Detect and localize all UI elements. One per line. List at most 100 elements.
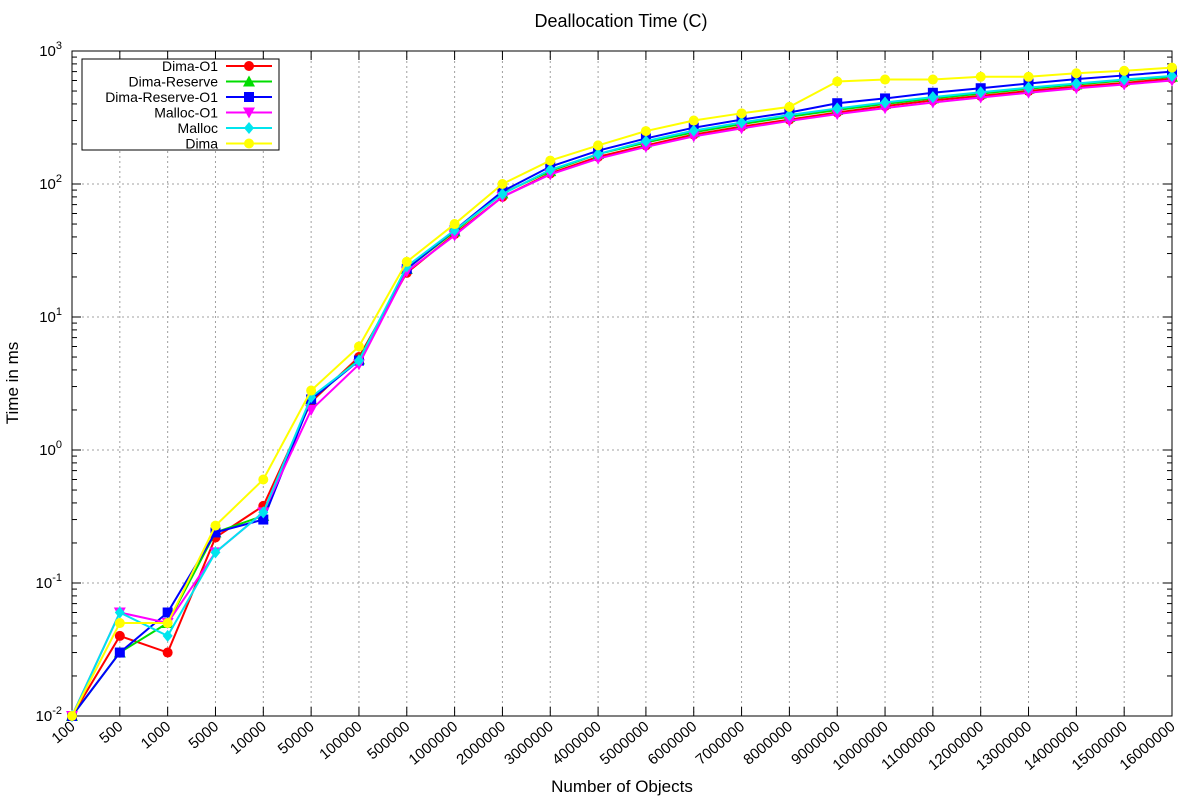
plot-frame xyxy=(71,50,1173,717)
chart-title: Deallocation Time (C) xyxy=(534,11,707,31)
legend-marker-dima-reserve xyxy=(243,75,255,87)
data-point-dima xyxy=(545,155,556,166)
data-point-dima xyxy=(1071,68,1082,79)
data-point-dima xyxy=(114,618,125,629)
series-dima-reserve xyxy=(66,70,1178,721)
data-point-malloc xyxy=(545,163,556,176)
data-point-malloc xyxy=(1071,77,1082,90)
series-line-dima-reserve xyxy=(71,75,1173,717)
data-point-malloc-o1 xyxy=(831,109,844,121)
legend-label-dima-reserve-o1: Dima-Reserve-O1 xyxy=(105,89,218,105)
y-tick-label: 101 xyxy=(39,306,62,326)
data-point-dima xyxy=(1119,65,1130,76)
data-point-malloc-o1 xyxy=(687,131,700,143)
data-point-malloc xyxy=(688,124,699,137)
data-point-dima xyxy=(162,618,173,629)
legend-label-malloc-o1: Malloc-O1 xyxy=(154,105,218,121)
data-point-dima xyxy=(688,115,699,126)
data-point-malloc-o1 xyxy=(879,103,892,115)
data-point-malloc xyxy=(210,546,221,559)
data-point-malloc-o1 xyxy=(305,404,318,416)
x-tick-label: 5000000 xyxy=(597,718,653,769)
y-tick-label: 103 xyxy=(39,40,62,60)
x-tick-label: 100000 xyxy=(316,718,365,763)
y-tick-exponent: 0 xyxy=(56,439,62,451)
series-group xyxy=(66,62,1178,722)
x-tick-label: 2000000 xyxy=(453,718,509,769)
series-line-malloc-o1 xyxy=(71,79,1173,717)
data-point-dima xyxy=(210,520,221,531)
legend-label-malloc: Malloc xyxy=(178,120,218,136)
x-tick-label: 1000000 xyxy=(406,718,462,769)
series-dima xyxy=(67,62,1177,721)
data-point-dima-o1 xyxy=(162,647,173,658)
y-tick-exponent: 2 xyxy=(56,173,62,185)
y-tick-label: 10-1 xyxy=(36,572,62,592)
y-tick-exponent: 3 xyxy=(56,40,62,52)
data-point-dima xyxy=(832,76,843,87)
data-point-malloc-o1 xyxy=(639,141,652,153)
x-tick-label: 10000 xyxy=(227,718,270,758)
x-tick-label: 50000 xyxy=(275,718,318,758)
data-point-dima xyxy=(353,341,364,352)
data-point-malloc-o1 xyxy=(735,123,748,135)
legend-marker-malloc-o1 xyxy=(243,107,255,119)
data-point-malloc xyxy=(927,91,938,104)
data-point-malloc xyxy=(353,354,364,367)
data-point-malloc xyxy=(1167,69,1177,82)
y-tick-label: 102 xyxy=(39,173,62,193)
x-tick-label: 1000 xyxy=(138,718,174,752)
legend-box xyxy=(81,58,280,151)
data-point-dima xyxy=(258,474,269,485)
x-tick-label: 100 xyxy=(48,718,78,747)
legend-marker-malloc xyxy=(244,122,254,134)
y-axis-label: Time in ms xyxy=(3,342,22,425)
series-line-dima xyxy=(71,66,1173,717)
data-point-dima xyxy=(1023,71,1034,82)
data-point-malloc xyxy=(593,148,604,161)
series-line-malloc xyxy=(71,74,1173,717)
data-point-dima xyxy=(67,711,77,721)
data-point-malloc xyxy=(784,109,795,122)
legend-label-dima: Dima xyxy=(185,136,218,152)
series-line-dima-o1 xyxy=(71,77,1173,717)
x-tick-label: 3000000 xyxy=(501,718,557,769)
data-point-dima-reserve-o1 xyxy=(162,607,173,618)
data-point-dima xyxy=(880,74,891,85)
data-point-dima xyxy=(306,385,317,396)
series-line-dima-reserve-o1 xyxy=(71,70,1173,717)
legend-marker-dima-reserve-o1 xyxy=(244,92,254,102)
data-point-malloc xyxy=(497,188,508,201)
data-point-dima xyxy=(1167,62,1177,73)
data-point-dima xyxy=(975,71,986,82)
data-point-malloc-o1 xyxy=(783,115,796,127)
data-point-malloc xyxy=(640,135,651,148)
data-point-dima-reserve-o1 xyxy=(114,647,125,658)
series-malloc xyxy=(67,69,1177,722)
x-tick-label: 7000000 xyxy=(692,718,748,769)
legend-label-dima-o1: Dima-O1 xyxy=(162,58,218,74)
data-point-malloc xyxy=(114,606,125,619)
data-point-malloc xyxy=(736,116,747,129)
series-malloc-o1 xyxy=(66,75,1178,722)
data-point-dima xyxy=(401,256,412,267)
data-point-malloc xyxy=(880,96,891,109)
data-point-malloc xyxy=(1023,81,1034,94)
data-point-dima xyxy=(593,140,604,151)
data-point-dima xyxy=(784,101,795,112)
data-point-dima-o1 xyxy=(114,630,125,641)
x-tick-label: 6000000 xyxy=(645,718,701,769)
data-point-dima xyxy=(449,219,460,230)
x-tick-label: 4000000 xyxy=(549,718,605,769)
legend: Dima-O1Dima-ReserveDima-Reserve-O1Malloc… xyxy=(81,58,280,152)
data-point-malloc xyxy=(832,102,843,115)
data-point-dima xyxy=(640,126,651,137)
series-dima-reserve-o1 xyxy=(67,66,1177,721)
data-point-malloc xyxy=(1119,73,1130,86)
x-tick-label: 5000 xyxy=(186,718,222,752)
legend-label-dima-reserve: Dima-Reserve xyxy=(129,74,219,90)
data-point-dima xyxy=(927,74,938,85)
x-tick-label: 500 xyxy=(96,718,126,747)
series-dima-o1 xyxy=(67,73,1177,721)
